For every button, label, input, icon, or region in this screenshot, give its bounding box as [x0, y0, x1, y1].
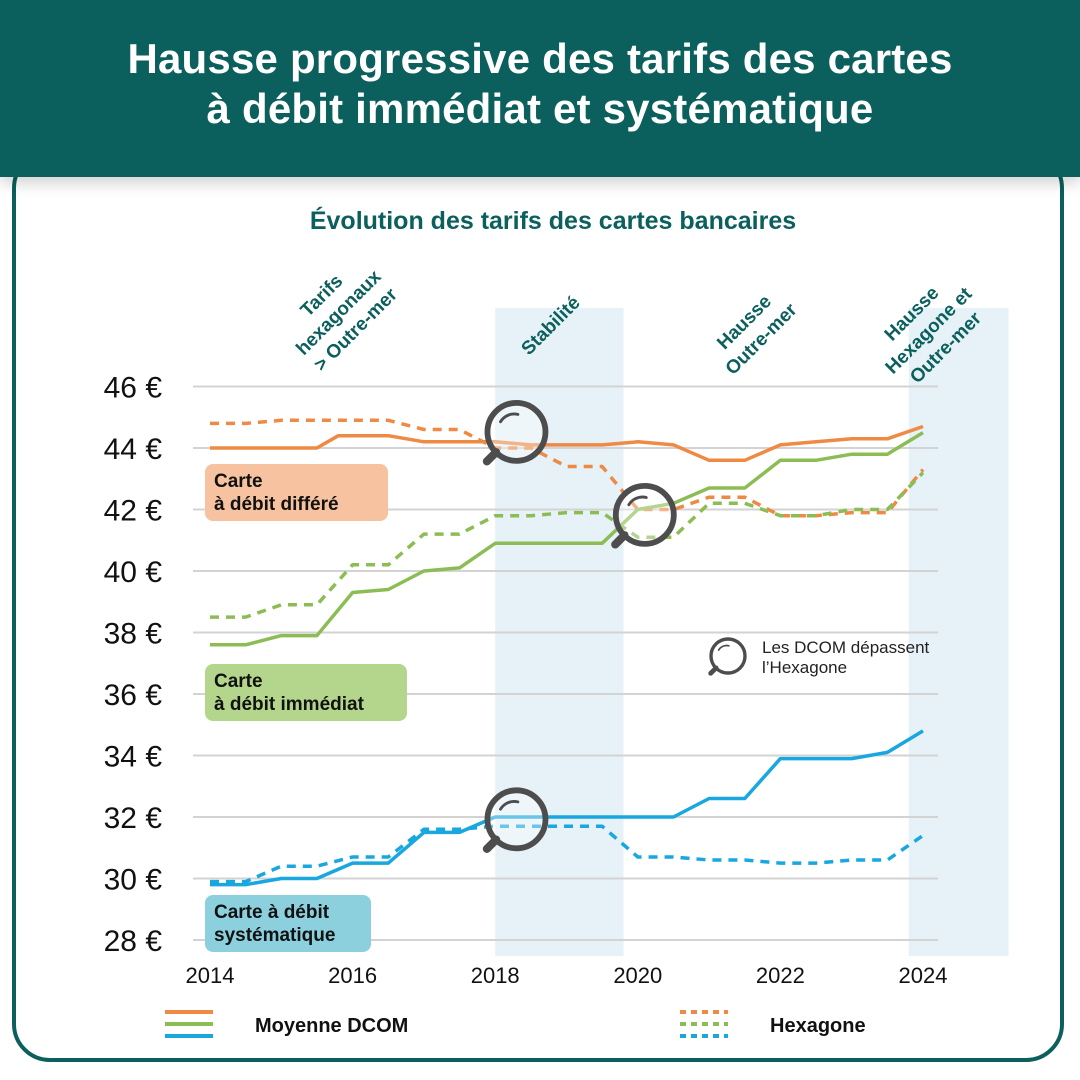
y-tick-label: 44 € [104, 433, 163, 466]
magnifier-handle [611, 531, 629, 549]
differe-hexagone-line [210, 418, 925, 518]
immediat-dcom-line [210, 431, 924, 647]
magnifier-icon [708, 637, 747, 676]
systematique-dcom-line [210, 729, 924, 887]
chart-title: Évolution des tarifs des cartes bancaire… [310, 206, 796, 235]
annotation-text: Les DCOM dépassent [762, 638, 930, 657]
x-tick-label: 2020 [613, 963, 662, 988]
y-tick-label: 32 € [104, 802, 163, 835]
annotation-text: l’Hexagone [762, 658, 847, 677]
card-label-box [205, 895, 371, 952]
magnifier-icon [482, 399, 549, 466]
y-tick-label: 30 € [104, 864, 163, 897]
magnifier-glint [499, 412, 520, 424]
magnifier-handle [708, 665, 719, 676]
card-label-text: à débit différé [214, 494, 339, 515]
y-tick-label: 34 € [104, 741, 163, 774]
x-tick-label: 2018 [471, 963, 520, 988]
card-label-box [205, 464, 388, 521]
systematique-hexagone-line [210, 824, 924, 884]
y-tick-label: 42 € [104, 495, 163, 528]
x-tick-label: 2014 [186, 963, 235, 988]
card-label-text: Carte [214, 471, 263, 492]
magnifier-glint [499, 800, 520, 811]
page-title-line-1: Hausse progressive des tarifs des cartes [127, 35, 953, 82]
magnifier-icon [611, 482, 677, 549]
y-tick-label: 46 € [104, 372, 163, 405]
magnifier-lens [612, 482, 677, 547]
immediat-hexagone-line [210, 471, 925, 619]
header-banner: Hausse progressive des tarifs des cartes… [0, 0, 1080, 177]
magnifier-handle [482, 448, 501, 466]
card-label-box [205, 664, 407, 721]
magnifier-glint [627, 495, 648, 507]
legend-label-dcom: Moyenne DCOM [255, 1015, 408, 1037]
x-tick-label: 2016 [328, 963, 377, 988]
differe-dcom-line [210, 424, 924, 463]
x-tick-label: 2022 [756, 963, 805, 988]
y-tick-label: 36 € [104, 679, 163, 712]
magnifier-icon [482, 787, 549, 853]
page-title-line-2: à débit immédiat et systématique [206, 85, 874, 132]
magnifier-handle [482, 835, 501, 853]
card-label-text: à débit immédiat [214, 694, 365, 715]
legend-label-hexagone: Hexagone [770, 1015, 866, 1037]
y-tick-label: 28 € [104, 925, 163, 958]
y-tick-label: 40 € [104, 556, 163, 589]
magnifier-lens [484, 787, 549, 852]
magnifier-glint [717, 644, 730, 651]
card-label-text: systématique [214, 925, 335, 946]
y-tick-label: 38 € [104, 618, 163, 651]
card-label-text: Carte à débit [214, 902, 330, 923]
x-tick-label: 2024 [899, 963, 948, 988]
page-title: Hausse progressive des tarifs des cartes… [0, 34, 1080, 134]
card-label-text: Carte [214, 671, 263, 692]
magnifier-lens [484, 399, 549, 464]
